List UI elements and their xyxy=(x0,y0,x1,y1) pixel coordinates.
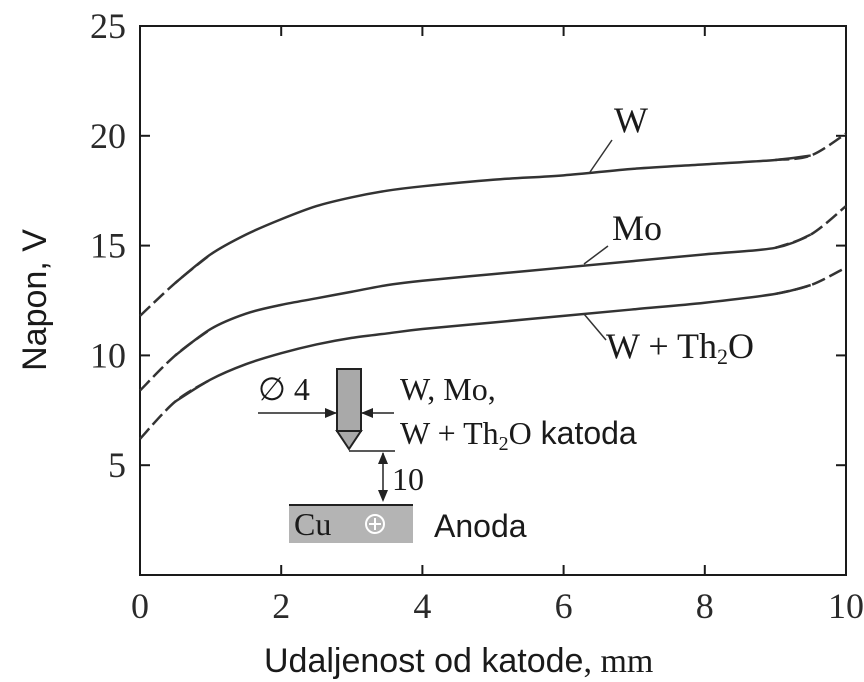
x-tick-label: 2 xyxy=(272,586,290,626)
gap-arrow-up xyxy=(378,452,388,464)
series-line-tail xyxy=(774,205,847,249)
series-lines xyxy=(139,132,847,440)
anode-label: Anoda xyxy=(434,508,527,544)
series-line xyxy=(174,233,812,357)
diameter-arrow-right xyxy=(361,408,373,418)
electrode-schematic: ∅ 4 W, Mo, W + Th2O katoda 10 Cu Anoda xyxy=(258,368,637,544)
gap-label: 10 xyxy=(392,461,424,497)
series-line-tail xyxy=(775,132,847,162)
anode-material-label: Cu xyxy=(294,506,331,542)
cathode-electrode xyxy=(336,368,362,432)
cathode-label-line1: W, Mo, xyxy=(400,371,496,407)
x-axis-title: Udaljenost od katode, mm xyxy=(264,642,653,680)
x-tick-label: 6 xyxy=(555,586,573,626)
series-label: Mo xyxy=(612,208,662,248)
cathode-label-line2: W + Th2O katoda xyxy=(400,415,637,455)
series-label: W + Th2O xyxy=(606,326,754,369)
y-tick-label: 25 xyxy=(90,6,126,46)
series-line-tail xyxy=(775,266,847,296)
anode-plus-symbol xyxy=(365,514,385,534)
series-label-leader xyxy=(583,313,607,341)
anode-block xyxy=(289,505,413,543)
diameter-label: ∅ 4 xyxy=(258,371,310,407)
plot-frame xyxy=(139,25,847,576)
tick-labels: 0 2 4 6 8 10 5 10 15 20 25 xyxy=(90,6,864,626)
series-line-lead xyxy=(139,328,212,392)
series-labels: W Mo W + Th2O xyxy=(583,100,754,369)
series-label: W xyxy=(614,100,648,140)
y-tick-label: 5 xyxy=(108,445,126,485)
x-tick-label: 8 xyxy=(696,586,714,626)
y-tick-label: 10 xyxy=(90,335,126,375)
series-label-leader xyxy=(583,245,609,265)
series-line-lead xyxy=(139,378,212,440)
x-tick-label: 4 xyxy=(413,586,431,626)
x-tick-label: 0 xyxy=(131,586,149,626)
diameter-arrow-left xyxy=(325,408,337,418)
x-tick-label: 10 xyxy=(828,586,864,626)
gap-arrow-down xyxy=(378,490,388,502)
cathode-tip xyxy=(335,430,363,451)
axis-ticks xyxy=(139,25,847,575)
series-label-leader xyxy=(589,139,613,173)
series-line xyxy=(174,154,811,284)
y-tick-label: 20 xyxy=(90,116,126,156)
y-tick-label: 15 xyxy=(90,226,126,266)
y-axis-title: Napon, V xyxy=(16,229,54,371)
series-line xyxy=(174,283,812,403)
